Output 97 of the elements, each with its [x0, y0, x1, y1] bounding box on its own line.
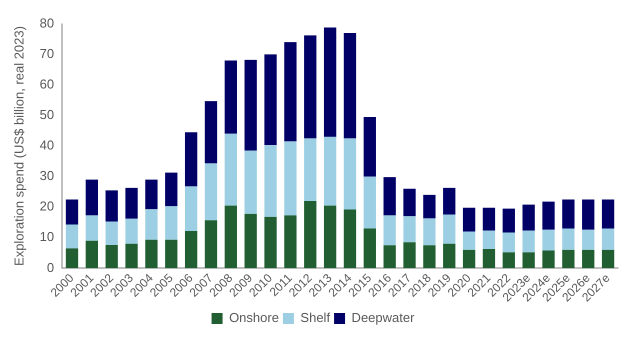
bar	[145, 240, 158, 268]
bar	[562, 199, 575, 229]
bar	[522, 204, 535, 231]
bar	[482, 230, 496, 249]
legend-label: Shelf	[300, 310, 330, 326]
y-tick-label: 70	[40, 46, 54, 61]
bar	[284, 42, 297, 142]
bar	[602, 250, 614, 268]
bar	[304, 35, 316, 138]
bar	[443, 244, 456, 268]
bar	[344, 32, 356, 138]
bar	[502, 252, 515, 268]
bar	[165, 206, 178, 240]
bar	[602, 228, 614, 250]
y-tick-label: 30	[40, 168, 54, 184]
bar	[264, 216, 277, 268]
bar	[145, 180, 158, 210]
bar	[324, 27, 336, 137]
bar	[264, 145, 277, 217]
legend-label: Deepwater	[352, 310, 416, 326]
bar	[403, 216, 416, 242]
bar	[125, 188, 138, 219]
bar	[304, 138, 316, 202]
bar	[482, 208, 496, 231]
bar	[384, 245, 396, 268]
bar	[562, 228, 575, 250]
bar	[384, 215, 396, 246]
y-tick-label: 0	[46, 260, 54, 275]
bar	[125, 244, 138, 268]
bar	[244, 214, 257, 268]
bar	[66, 199, 78, 225]
bar	[106, 190, 118, 222]
bar	[562, 250, 575, 268]
bar	[423, 194, 436, 218]
bar	[423, 245, 436, 268]
y-tick-label: 50	[40, 107, 54, 122]
bar	[106, 221, 118, 245]
bar	[403, 242, 416, 268]
bar	[462, 250, 476, 268]
bar	[66, 248, 78, 268]
bar	[204, 101, 218, 164]
bar	[364, 176, 376, 229]
bar	[384, 177, 396, 216]
bar	[582, 199, 594, 230]
bar	[244, 60, 257, 151]
bar	[86, 180, 98, 216]
bar	[482, 248, 496, 268]
bar	[443, 214, 456, 244]
bar	[165, 172, 178, 206]
bar	[284, 215, 297, 268]
bar	[462, 208, 476, 232]
bar	[324, 136, 336, 206]
bar	[542, 230, 555, 250]
bar	[244, 150, 257, 214]
y-tick-label: 40	[40, 138, 54, 153]
bar	[304, 201, 316, 268]
bar	[224, 134, 237, 206]
bar	[522, 230, 535, 252]
bar	[443, 188, 456, 214]
y-tick-label: 10	[40, 229, 54, 244]
bar	[165, 240, 178, 268]
bar	[403, 188, 416, 216]
bar	[502, 232, 515, 252]
bar	[204, 163, 218, 220]
bar	[542, 202, 555, 230]
legend-label: Onshore	[229, 310, 279, 326]
bar	[364, 116, 376, 177]
bar	[344, 138, 356, 210]
y-tick-label: 80	[40, 15, 54, 30]
bar	[224, 206, 237, 268]
bar	[66, 224, 78, 248]
y-tick-label: 20	[40, 198, 54, 214]
bar	[582, 250, 594, 268]
bar	[145, 209, 158, 240]
bar	[224, 60, 237, 134]
bar	[502, 208, 515, 232]
y-axis-title: Exploration spend (US$ billion, real 2023)	[11, 26, 26, 266]
bar	[324, 206, 336, 268]
bar	[344, 210, 356, 268]
bar	[462, 232, 476, 250]
bar	[184, 186, 198, 231]
bar	[284, 141, 297, 216]
bar	[264, 54, 277, 146]
bar	[106, 245, 118, 268]
bar	[86, 240, 98, 268]
bar	[602, 199, 614, 229]
bar	[204, 220, 218, 268]
bar	[542, 250, 555, 268]
bar	[125, 218, 138, 244]
bar	[184, 132, 198, 186]
bar	[423, 218, 436, 246]
bar	[522, 252, 535, 268]
bar	[184, 230, 198, 268]
bar	[364, 228, 376, 268]
bar	[86, 215, 98, 241]
bar	[582, 230, 594, 250]
y-tick-label: 60	[40, 76, 54, 92]
